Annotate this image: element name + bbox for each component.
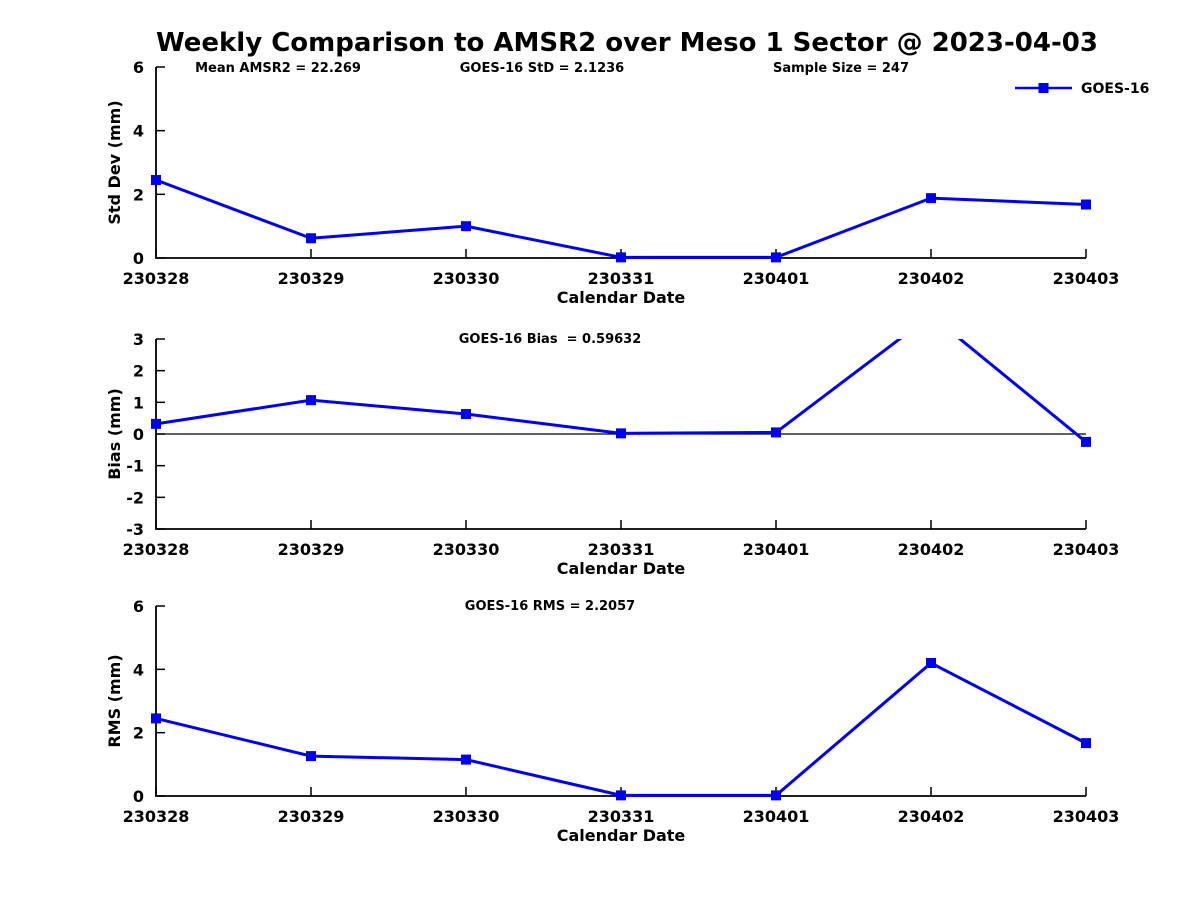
data-point-marker (1081, 738, 1091, 749)
x-tick-label: 230402 (898, 269, 965, 288)
data-point-marker (151, 175, 161, 186)
x-tick-label: 230328 (123, 807, 190, 826)
axis-spines (155, 606, 1086, 797)
y-axis-label: Std Dev (mm) (105, 100, 124, 224)
data-point-marker (926, 658, 936, 668)
legend: GOES-16 (1015, 81, 1149, 97)
data-point-marker (616, 790, 626, 801)
x-tick-label: 230330 (433, 807, 500, 826)
y-tick-label: 4 (133, 122, 144, 141)
data-point-marker (1081, 199, 1091, 210)
data-point-marker (151, 713, 161, 724)
subplot-bias: -3 -2 -1 0 1 2 3 230328 230329 230330 230331 230401… (105, 330, 1120, 578)
x-tick-label: 230331 (588, 269, 655, 288)
x-tick-label: 230331 (588, 540, 655, 559)
data-point-marker (461, 409, 471, 420)
data-point-marker (461, 754, 471, 765)
x-tick-label: 230402 (898, 807, 965, 826)
y-tick-label: 0 (133, 249, 144, 268)
top-annotation: Mean AMSR2 = 22.269 (195, 61, 361, 76)
y-tick-label: -3 (126, 520, 144, 539)
x-tick-label: 230329 (278, 540, 345, 559)
axis-ticks (155, 66, 1087, 259)
x-tick-label: 230402 (898, 540, 965, 559)
x-tick-label: 230329 (278, 269, 345, 288)
axis-ticks (155, 338, 1087, 530)
data-point-marker (306, 233, 316, 244)
y-tick-label: 6 (133, 597, 144, 616)
legend-label: GOES-16 (1081, 81, 1149, 97)
subplot-stddev: 0 2 4 6 230328 230329 230330 230331 230401 230402… (105, 58, 1149, 307)
y-tick-label: 0 (133, 787, 144, 806)
legend-marker (1038, 83, 1049, 93)
x-tick-label: 230329 (278, 807, 345, 826)
data-point-marker (151, 418, 161, 429)
series-markers (151, 395, 1091, 447)
x-tick-label: 230403 (1053, 540, 1120, 559)
subplot-title: GOES-16 RMS = 2.2057 (465, 599, 635, 614)
y-tick-label: 3 (133, 330, 144, 349)
x-tick-label: 230401 (743, 807, 810, 826)
y-axis-label: Bias (mm) (105, 388, 124, 480)
x-tick-label: 230328 (123, 540, 190, 559)
data-point-marker (926, 193, 936, 204)
series-markers (151, 175, 1091, 263)
top-annotation: Sample Size = 247 (773, 61, 909, 76)
subplot-title: GOES-16 Bias = 0.59632 (459, 332, 642, 347)
x-tick-label: 230328 (123, 269, 190, 288)
y-axis-label: RMS (mm) (105, 654, 124, 747)
y-tick-label: 2 (133, 724, 144, 743)
x-tick-label: 230331 (588, 807, 655, 826)
data-point-marker (616, 252, 626, 263)
x-tick-label: 230403 (1053, 807, 1120, 826)
x-tick-label: 230403 (1053, 269, 1120, 288)
x-axis-label: Calendar Date (557, 826, 686, 845)
y-tick-label: 1 (133, 393, 144, 412)
data-point-marker (771, 252, 781, 263)
data-point-marker (1081, 436, 1091, 447)
y-tick-label: 4 (133, 660, 144, 679)
x-axis-label: Calendar Date (557, 288, 686, 307)
data-point-marker (771, 427, 781, 438)
top-annotation: GOES-16 StD = 2.1236 (460, 61, 624, 76)
data-point-marker (461, 221, 471, 232)
data-point-marker (616, 428, 626, 439)
x-axis-label: Calendar Date (557, 559, 686, 578)
axis-spines (155, 67, 1086, 259)
y-tick-label: -1 (126, 457, 144, 476)
y-tick-label: 2 (133, 185, 144, 204)
figure-title: Weekly Comparison to AMSR2 over Meso 1 S… (156, 28, 1098, 58)
x-tick-label: 230330 (433, 540, 500, 559)
y-tick-label: -2 (126, 488, 144, 507)
data-point-marker (306, 395, 316, 406)
y-tick-label: 0 (133, 425, 144, 444)
x-tick-label: 230330 (433, 269, 500, 288)
series-line-goes16 (155, 661, 1087, 797)
series-markers (151, 658, 1091, 801)
subplot-rms: 0 2 4 6 230328 230329 230330 230331 230401 230402… (105, 597, 1119, 845)
y-tick-label: 6 (133, 58, 144, 77)
data-point-marker (306, 751, 316, 762)
y-tick-label: 2 (133, 362, 144, 381)
series-line-goes16 (155, 178, 1087, 259)
x-tick-label: 230401 (743, 540, 810, 559)
x-tick-label: 230401 (743, 269, 810, 288)
axis-ticks (155, 605, 1087, 797)
data-point-marker (771, 790, 781, 801)
